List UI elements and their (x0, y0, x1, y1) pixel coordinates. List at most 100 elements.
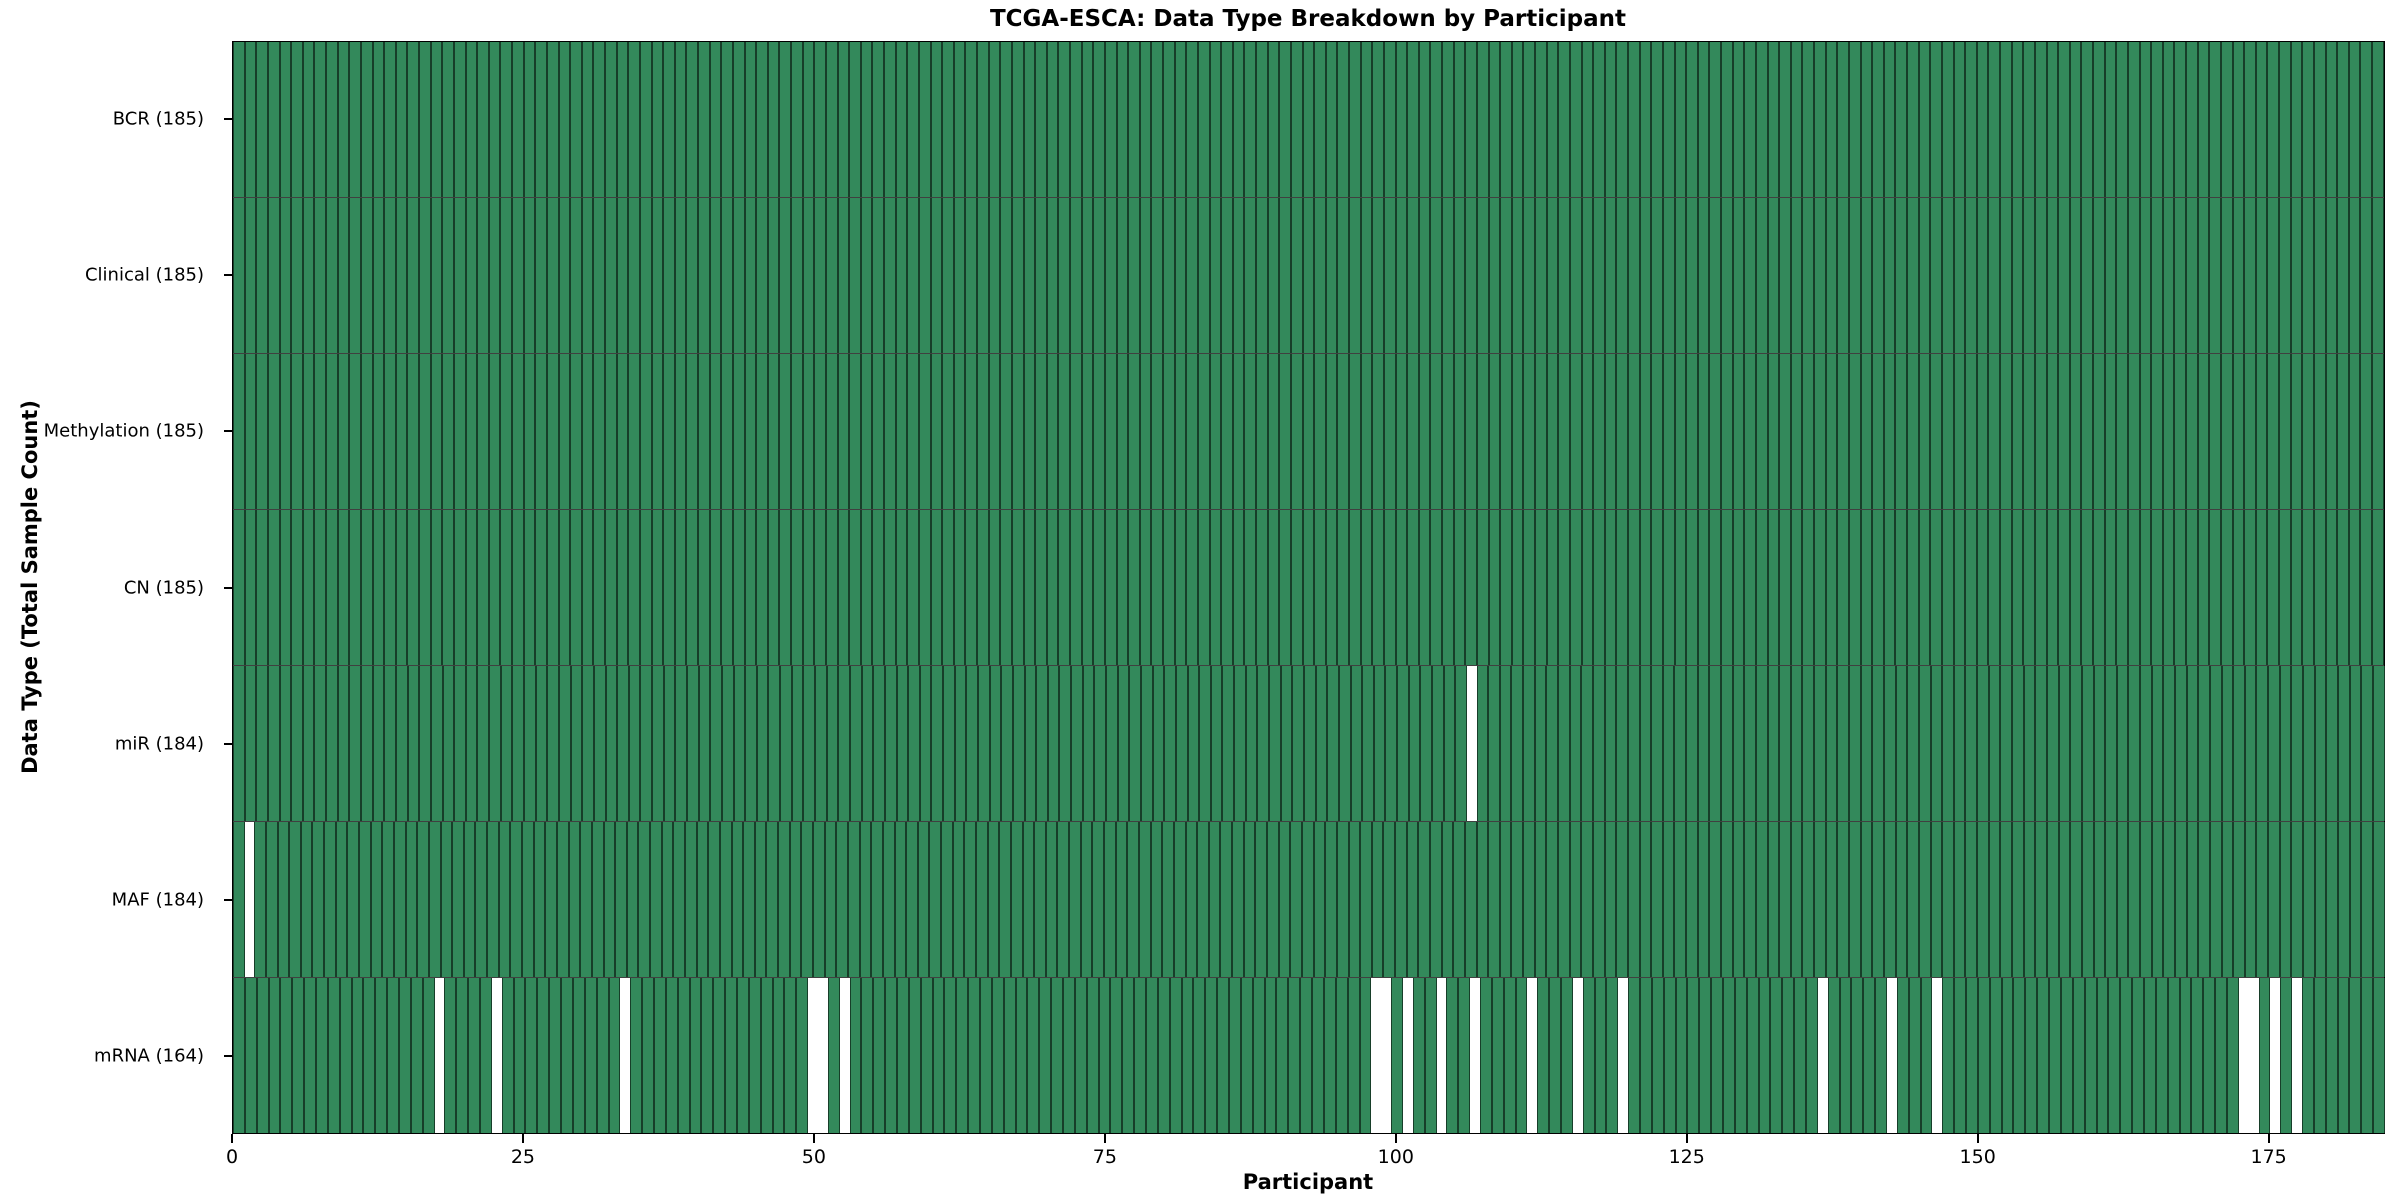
presence-cell (1569, 666, 1582, 821)
presence-cell (802, 198, 815, 353)
x-tick-mark (1103, 1134, 1106, 1143)
presence-cell (279, 666, 292, 821)
presence-cell (465, 354, 478, 509)
presence-cell (387, 978, 400, 1133)
presence-cell (1045, 822, 1058, 977)
presence-cell (442, 666, 455, 821)
presence-cell (1675, 978, 1688, 1133)
presence-cell (2220, 198, 2233, 353)
presence-cell (500, 198, 512, 353)
presence-cell (2167, 978, 2180, 1133)
presence-cell (1616, 510, 1628, 665)
y-tick-label-methylation: Methylation (185) (43, 420, 204, 442)
presence-cell (1035, 354, 1047, 509)
presence-cell (1372, 42, 1384, 197)
presence-cell (302, 198, 315, 353)
presence-cell (1169, 978, 1182, 1133)
presence-cell (930, 42, 943, 197)
presence-cell (463, 822, 476, 977)
presence-cell (1371, 978, 1382, 1133)
presence-cell (1794, 978, 1807, 1133)
presence-cell (2292, 978, 2302, 1133)
presence-cell (1651, 354, 1663, 509)
presence-cell (1267, 42, 1280, 197)
presence-cell (1418, 354, 1431, 509)
presence-cell (2325, 354, 2338, 509)
presence-cell (1966, 978, 1978, 1133)
presence-cell (744, 42, 757, 197)
x-tick-label-100: 100 (1377, 1146, 1414, 1168)
presence-cell (501, 978, 514, 1133)
presence-cell (570, 510, 582, 665)
presence-cell (1128, 42, 1140, 197)
presence-cell (1918, 42, 1931, 197)
presence-cell (1779, 822, 1791, 977)
presence-cell (1104, 198, 1117, 353)
presence-cell (2314, 666, 2327, 821)
presence-cell (2220, 42, 2233, 197)
presence-cell (1988, 42, 2000, 197)
presence-cell (1187, 666, 1200, 821)
presence-cell (1391, 978, 1403, 1133)
presence-cell (393, 822, 406, 977)
presence-cell (1825, 510, 1838, 665)
presence-cell (1848, 198, 1861, 353)
presence-cell (1860, 42, 1873, 197)
presence-cell (430, 42, 443, 197)
presence-cell (1723, 978, 1735, 1133)
presence-cell (1023, 42, 1036, 197)
presence-cell (1406, 822, 1419, 977)
presence-cell (709, 198, 722, 353)
presence-cell (1027, 978, 1040, 1133)
presence-cell (918, 354, 931, 509)
presence-cell (1232, 42, 1245, 197)
presence-cell (2238, 978, 2249, 1133)
presence-cell (1941, 354, 1954, 509)
presence-cell (1558, 666, 1570, 821)
presence-cell (2232, 42, 2245, 197)
presence-cell (709, 354, 722, 509)
presence-cell (1397, 666, 1409, 821)
presence-cell (1779, 666, 1791, 821)
presence-cell (1837, 354, 1849, 509)
presence-cell (1827, 978, 1840, 1133)
presence-cell (1117, 666, 1130, 821)
presence-cell (2069, 198, 2082, 353)
presence-cell (918, 510, 931, 665)
presence-cell (1175, 666, 1188, 821)
presence-cell (2279, 822, 2292, 977)
presence-cell (2291, 822, 2304, 977)
presence-cell (796, 978, 809, 1133)
presence-cell (1106, 666, 1118, 821)
presence-cell (686, 198, 698, 353)
presence-cell (1163, 354, 1175, 509)
presence-cell (639, 510, 652, 665)
presence-cell (1256, 42, 1268, 197)
presence-cell (1023, 354, 1036, 509)
presence-cell (2084, 978, 2097, 1133)
presence-cell (603, 822, 616, 977)
presence-cell (651, 354, 664, 509)
presence-cell (1011, 510, 1024, 665)
presence-cell (1229, 978, 1241, 1133)
presence-cell (980, 978, 992, 1133)
presence-cell (546, 42, 559, 197)
presence-cell (1070, 354, 1082, 509)
presence-cell (1953, 510, 1966, 665)
presence-cell (1697, 198, 1710, 353)
presence-cell (2244, 822, 2257, 977)
presence-cell (1709, 198, 1721, 353)
presence-cell (2035, 822, 2047, 977)
presence-cell (1470, 978, 1480, 1133)
presence-cell (593, 198, 605, 353)
presence-cell (756, 42, 768, 197)
presence-cell (1721, 198, 1733, 353)
presence-cell (1210, 666, 1223, 821)
presence-cell (1290, 198, 1303, 353)
presence-cell (1104, 822, 1116, 977)
presence-cell (2360, 354, 2372, 509)
presence-cell (581, 198, 594, 353)
presence-cell (1138, 822, 1151, 977)
presence-cell (1837, 510, 1849, 665)
presence-cell (652, 666, 664, 821)
